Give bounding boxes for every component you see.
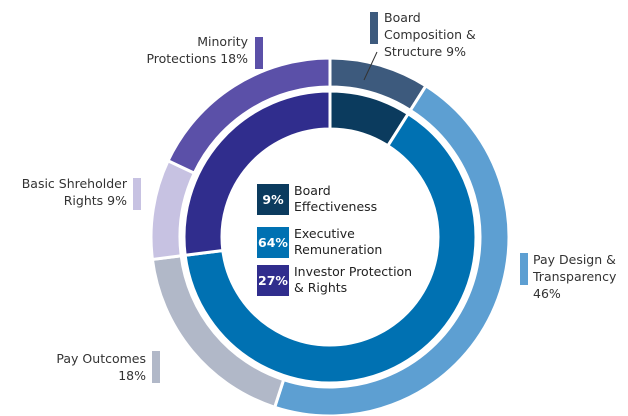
segment-label: Pay Outcomes 18%	[42, 350, 146, 384]
inner-segment	[182, 89, 332, 257]
segment-label: Pay Design & Transparency 46%	[533, 251, 628, 302]
segment-name: Board Composition & Structure	[384, 10, 476, 59]
legend-swatch: 27%	[257, 265, 289, 296]
segment-value: 46%	[533, 286, 561, 301]
legend-name: Board Effectiveness	[294, 183, 378, 214]
segment-label: Basic Shreholder Rights 9%	[10, 175, 127, 209]
segment-name: Pay Outcomes	[56, 351, 146, 366]
legend-name: Investor Protection & Rights	[294, 264, 413, 295]
label-swatch	[520, 253, 528, 285]
leader-line	[363, 51, 378, 81]
segment-value: 18%	[118, 368, 146, 383]
inner-segment	[183, 111, 478, 385]
label-swatch	[133, 178, 141, 210]
label-swatch	[152, 351, 160, 383]
legend-swatch: 9%	[257, 184, 289, 215]
segment-name: Basic Shreholder Rights	[21, 176, 127, 208]
segment-label: Minority Protections 18%	[140, 33, 248, 67]
outer-segment	[166, 56, 332, 176]
legend-value: 64%	[258, 235, 288, 250]
legend-value: 9%	[262, 192, 284, 207]
segment-label: Board Composition & Structure 9%	[384, 9, 489, 60]
segment-name: Pay Design & Transparency	[533, 252, 617, 284]
segment-value: 9%	[446, 44, 466, 59]
legend-label: Investor Protection & Rights	[294, 264, 414, 296]
legend-swatch: 64%	[257, 227, 289, 258]
legend-value: 27%	[258, 273, 288, 288]
label-swatch	[370, 12, 378, 44]
legend-label: Board Effectiveness	[294, 183, 394, 215]
legend-label: Executive Remuneration	[294, 226, 394, 258]
legend-name: Executive Remuneration	[294, 226, 383, 257]
segment-value: 9%	[107, 193, 127, 208]
segment-value: 18%	[220, 51, 248, 66]
label-swatch	[255, 37, 263, 69]
segment-name: Minority Protections	[146, 34, 248, 66]
